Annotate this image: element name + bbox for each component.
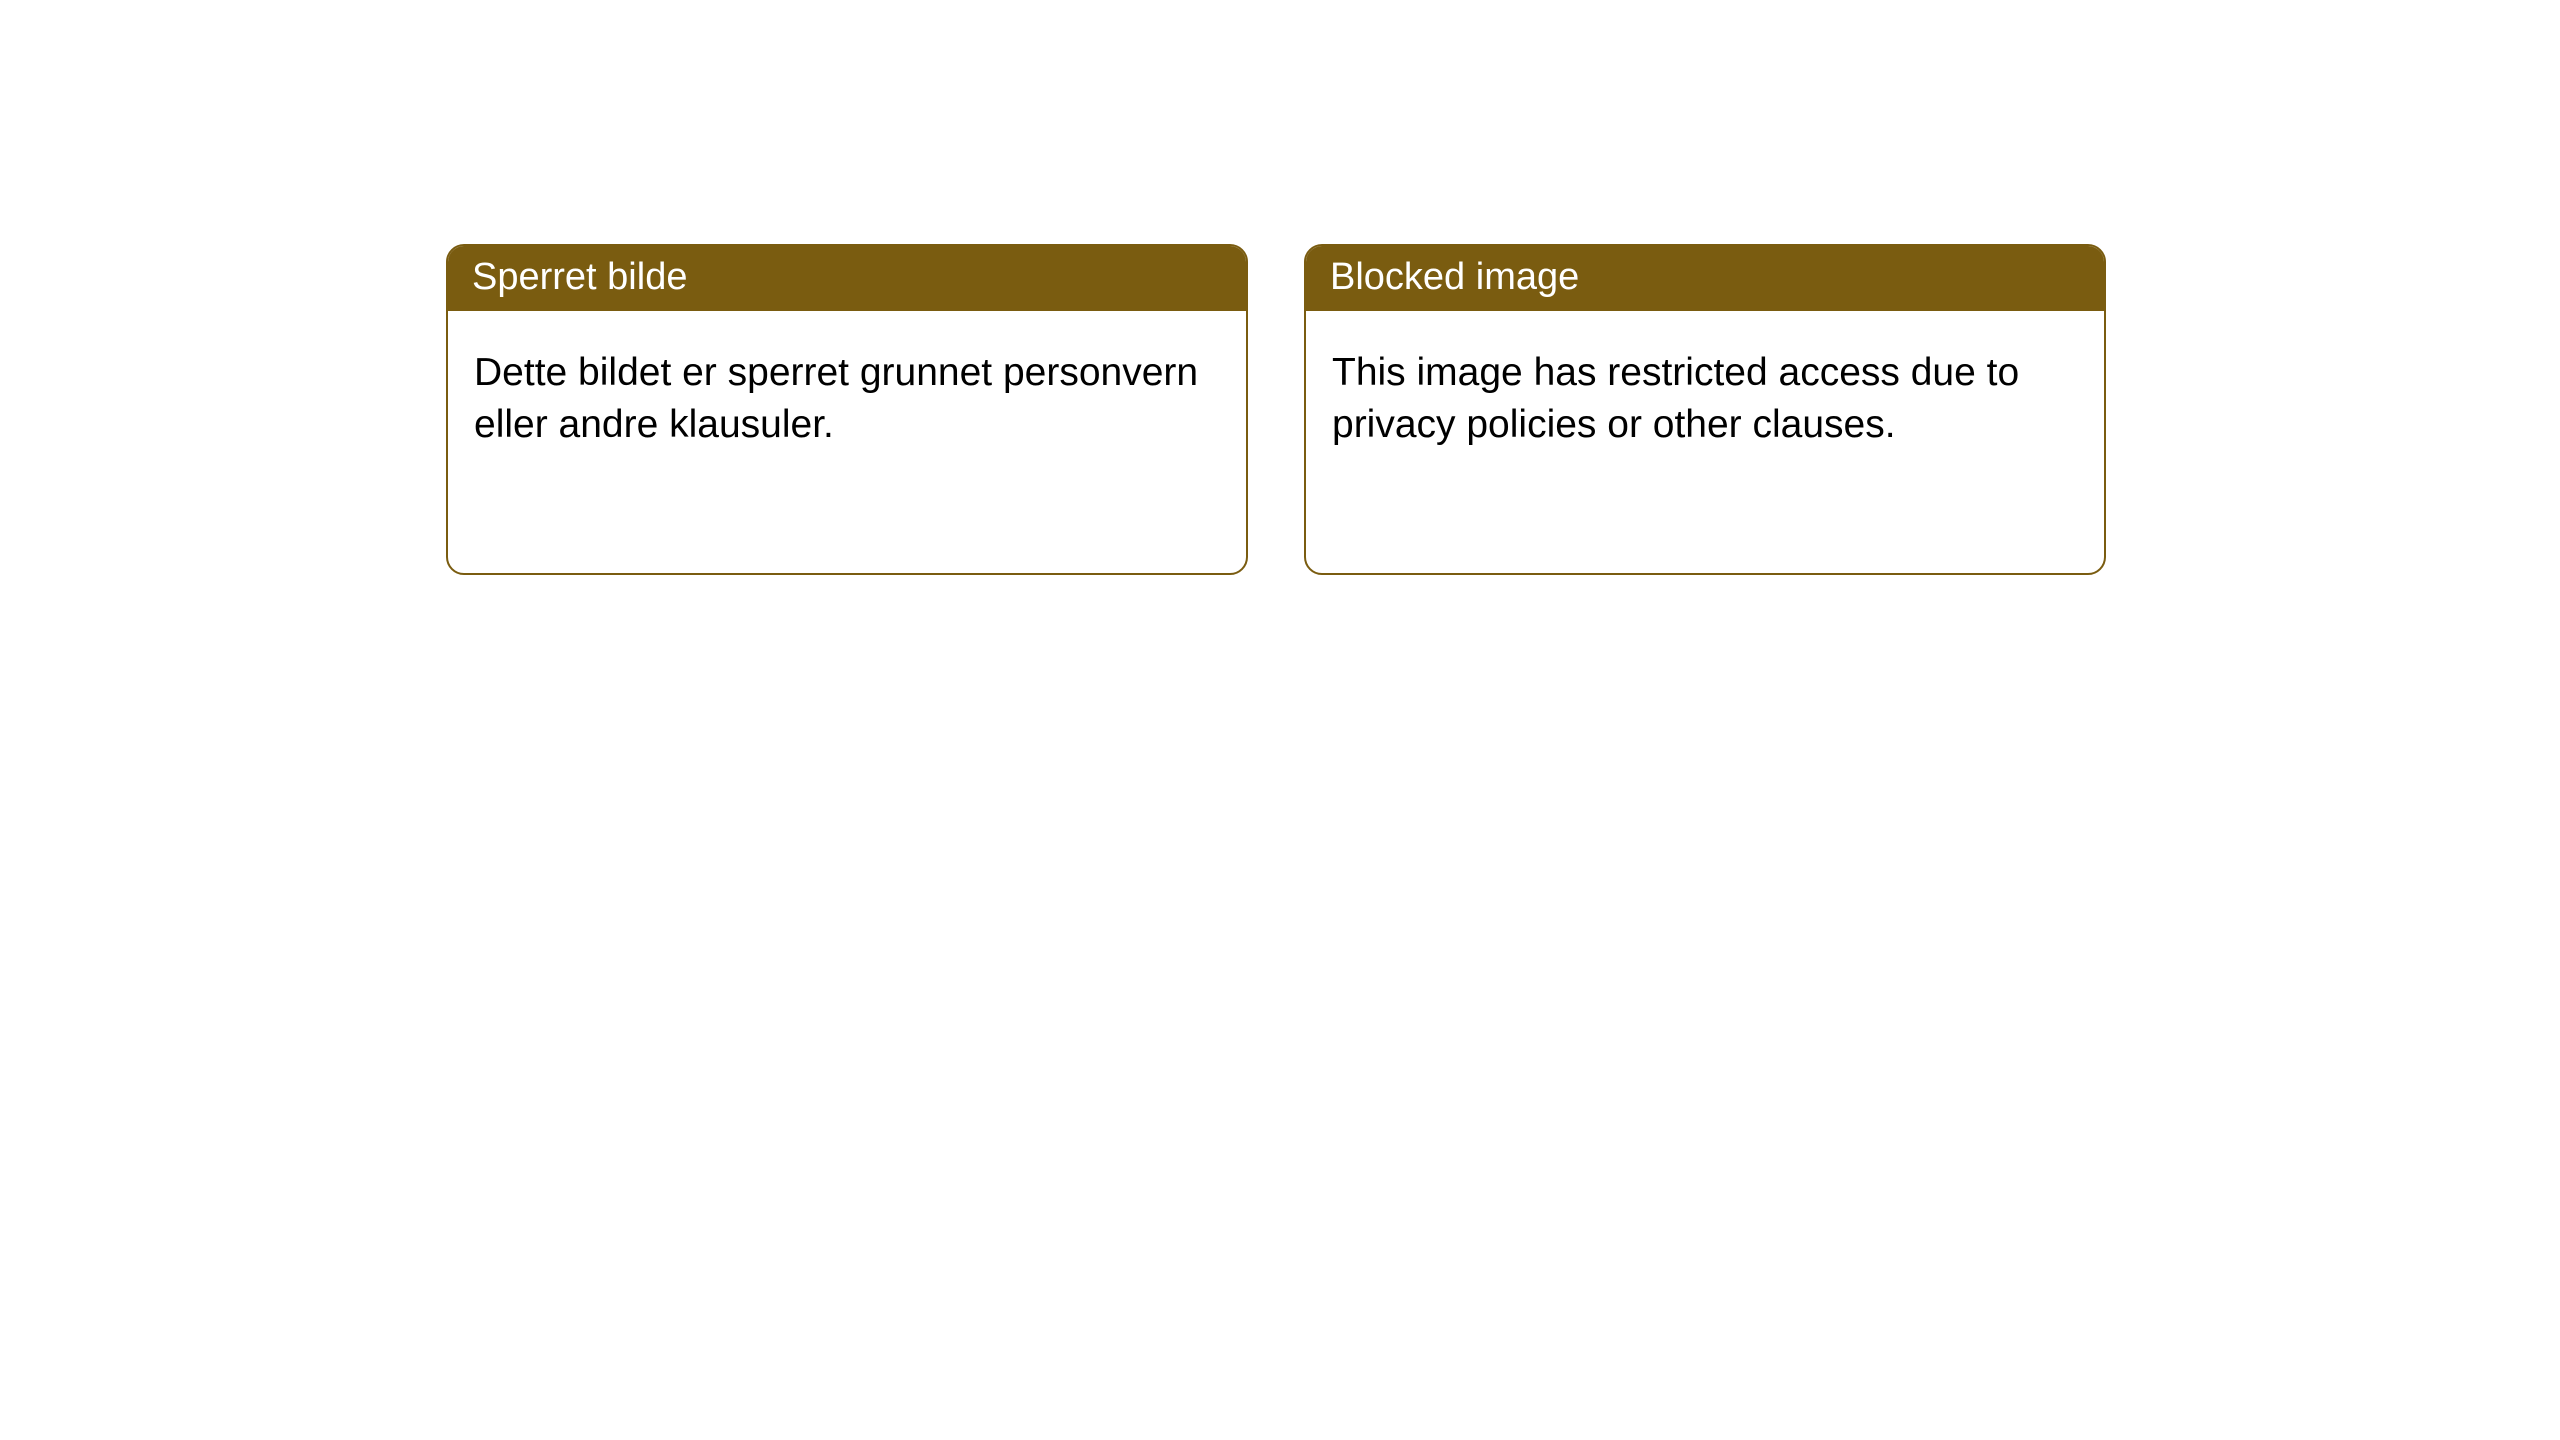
card-header: Sperret bilde <box>448 246 1246 311</box>
card-body: This image has restricted access due to … <box>1306 311 2104 487</box>
card-title: Sperret bilde <box>472 256 687 298</box>
card-body: Dette bildet er sperret grunnet personve… <box>448 311 1246 487</box>
card-body-text: Dette bildet er sperret grunnet personve… <box>474 351 1198 446</box>
blocked-image-card-en: Blocked image This image has restricted … <box>1304 244 2106 575</box>
card-header: Blocked image <box>1306 246 2104 311</box>
card-title: Blocked image <box>1330 256 1579 298</box>
card-body-text: This image has restricted access due to … <box>1332 351 2019 446</box>
blocked-image-card-no: Sperret bilde Dette bildet er sperret gr… <box>446 244 1248 575</box>
cards-container: Sperret bilde Dette bildet er sperret gr… <box>0 0 2560 575</box>
